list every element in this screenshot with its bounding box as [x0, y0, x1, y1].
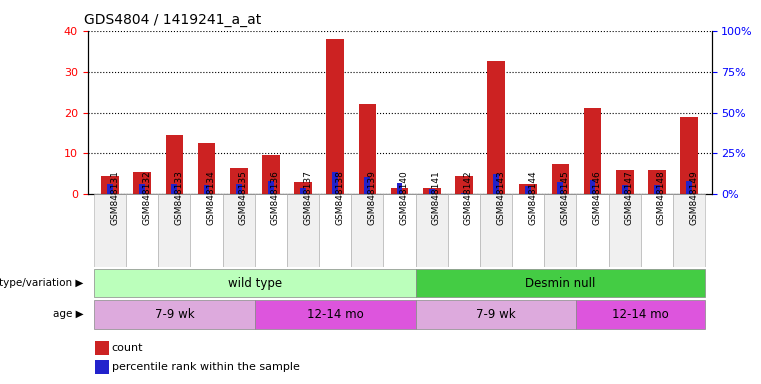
Bar [319, 194, 352, 267]
Bar [295, 182, 312, 194]
Bar [487, 61, 505, 194]
Text: GSM848133: GSM848133 [174, 170, 183, 225]
Text: GSM848137: GSM848137 [303, 170, 312, 225]
Bar [326, 39, 344, 194]
Bar [287, 194, 319, 267]
Text: GSM848141: GSM848141 [431, 170, 441, 225]
Bar [94, 269, 416, 297]
Bar [648, 170, 666, 194]
Bar [358, 104, 376, 194]
Bar [268, 181, 274, 194]
Text: GSM848135: GSM848135 [239, 170, 247, 225]
Bar [680, 117, 698, 194]
Bar [94, 300, 255, 329]
Bar [133, 172, 151, 194]
Text: GSM848144: GSM848144 [528, 170, 537, 225]
Bar [352, 194, 384, 267]
Bar [255, 194, 287, 267]
Text: 7-9 wk: 7-9 wk [476, 308, 516, 321]
Bar [101, 176, 119, 194]
Text: GSM848136: GSM848136 [271, 170, 280, 225]
Bar [126, 194, 158, 267]
Text: percentile rank within the sample: percentile rank within the sample [112, 362, 300, 372]
Text: GDS4804 / 1419241_a_at: GDS4804 / 1419241_a_at [84, 13, 262, 27]
Bar [519, 184, 537, 194]
Bar [255, 300, 416, 329]
Bar [590, 180, 595, 194]
Bar [558, 182, 563, 194]
Bar [525, 186, 531, 194]
Bar [223, 194, 255, 267]
Text: GSM848139: GSM848139 [368, 170, 377, 225]
Text: count: count [112, 343, 143, 353]
Bar [423, 188, 441, 194]
Bar [190, 194, 223, 267]
Text: GSM848145: GSM848145 [560, 170, 569, 225]
Bar [616, 170, 634, 194]
Bar [428, 189, 435, 194]
Bar [622, 185, 628, 194]
Bar [333, 172, 338, 194]
Bar [576, 194, 609, 267]
Text: GSM848149: GSM848149 [689, 170, 698, 225]
Bar [365, 177, 371, 194]
Bar [493, 174, 499, 194]
Text: GSM848147: GSM848147 [625, 170, 634, 225]
Bar [204, 185, 209, 194]
Text: 7-9 wk: 7-9 wk [154, 308, 194, 321]
Bar [455, 176, 473, 194]
Bar [107, 184, 113, 194]
Bar [584, 108, 601, 194]
Bar [396, 183, 403, 194]
Bar [654, 185, 660, 194]
Bar [390, 188, 409, 194]
Text: GSM848143: GSM848143 [496, 170, 505, 225]
Bar [641, 194, 673, 267]
Text: GSM848134: GSM848134 [206, 170, 215, 225]
Text: wild type: wild type [228, 276, 282, 290]
Bar [552, 164, 569, 194]
Text: Desmin null: Desmin null [525, 276, 596, 290]
Bar [673, 194, 705, 267]
Bar [94, 194, 126, 267]
Text: GSM848142: GSM848142 [464, 170, 473, 225]
Bar [166, 135, 183, 194]
Text: GSM848131: GSM848131 [110, 170, 119, 225]
Bar [447, 194, 480, 267]
Text: genotype/variation ▶: genotype/variation ▶ [0, 278, 84, 288]
Bar [512, 194, 544, 267]
Text: GSM848146: GSM848146 [593, 170, 601, 225]
Text: age ▶: age ▶ [53, 310, 84, 319]
Text: GSM848140: GSM848140 [400, 170, 409, 225]
Bar [171, 184, 177, 194]
Bar [230, 168, 247, 194]
Bar [384, 194, 416, 267]
Bar [300, 188, 306, 194]
Text: 12-14 mo: 12-14 mo [613, 308, 669, 321]
Bar [416, 194, 447, 267]
Text: GSM848138: GSM848138 [335, 170, 344, 225]
Bar [686, 181, 692, 194]
Text: 12-14 mo: 12-14 mo [307, 308, 364, 321]
Bar [139, 184, 145, 194]
Bar [198, 143, 215, 194]
Bar [416, 300, 576, 329]
Bar [480, 194, 512, 267]
Bar [576, 300, 705, 329]
Bar [609, 194, 641, 267]
Bar [158, 194, 190, 267]
Bar [236, 184, 241, 194]
Bar [544, 194, 576, 267]
Text: GSM848132: GSM848132 [142, 170, 151, 225]
Text: GSM848148: GSM848148 [657, 170, 666, 225]
Bar [262, 156, 280, 194]
Bar [416, 269, 705, 297]
